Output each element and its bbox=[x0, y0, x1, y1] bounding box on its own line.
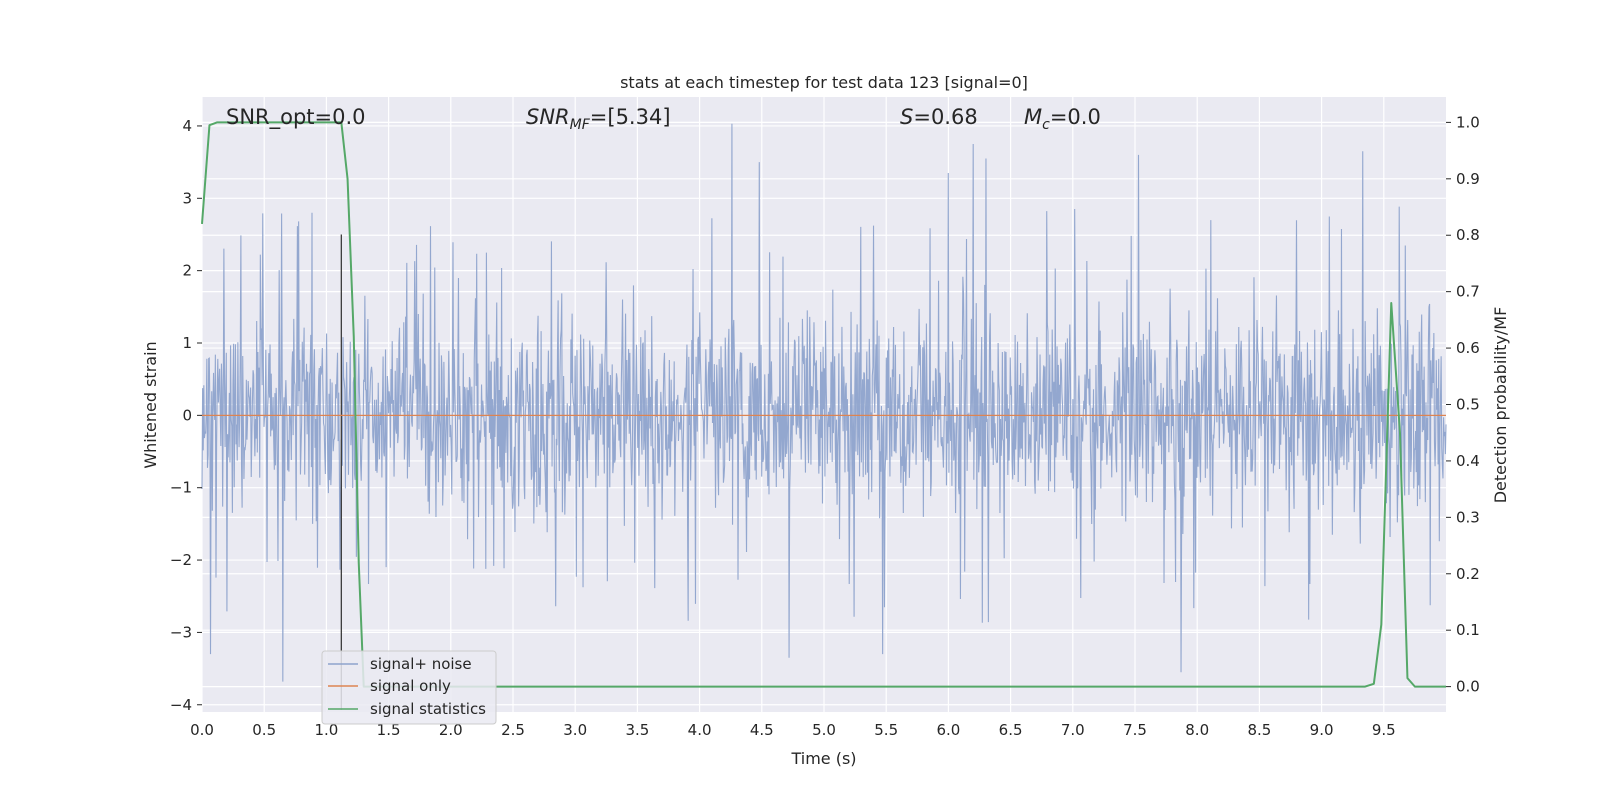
x-tick-label: 1.0 bbox=[314, 721, 338, 739]
y-tick-label-right: 0.1 bbox=[1456, 621, 1480, 639]
y-tick-label-right: 0.9 bbox=[1456, 170, 1480, 188]
series-signal-noise bbox=[201, 123, 1447, 682]
annotation-snr-mf-value: =[5.34] bbox=[590, 105, 671, 129]
y-tick-label-left: −1 bbox=[170, 479, 192, 497]
y-tick-label-right: 0.2 bbox=[1456, 565, 1480, 583]
line-series bbox=[201, 121, 1446, 710]
annotation-s: S=0.68 bbox=[900, 105, 978, 129]
legend-label-signal-noise: signal+ noise bbox=[370, 655, 472, 673]
x-tick-label: 8.0 bbox=[1185, 721, 1209, 739]
y-tick-label-left: 3 bbox=[182, 189, 192, 207]
y-tick-label-right: 0.3 bbox=[1456, 508, 1480, 526]
y-tick-label-left: 0 bbox=[182, 406, 192, 424]
x-tick-label: 7.0 bbox=[1061, 721, 1085, 739]
x-tick-label: 3.0 bbox=[563, 721, 587, 739]
annotation-snr-mf-base: SNR bbox=[526, 105, 570, 129]
x-tick-label: 4.5 bbox=[750, 721, 774, 739]
x-tick-label: 8.5 bbox=[1247, 721, 1271, 739]
x-tick-label: 5.0 bbox=[812, 721, 836, 739]
x-tick-label: 9.0 bbox=[1310, 721, 1334, 739]
y-tick-label-right: 0.4 bbox=[1456, 452, 1480, 470]
y-tick-label-right: 1.0 bbox=[1456, 113, 1480, 131]
y-tick-label-left: −2 bbox=[170, 551, 192, 569]
x-tick-label: 0.0 bbox=[190, 721, 214, 739]
x-tick-label: 2.5 bbox=[501, 721, 525, 739]
legend: signal+ noise signal only signal statist… bbox=[321, 650, 497, 725]
annotation-s-symbol: S bbox=[900, 105, 913, 129]
annotation-snr-opt: SNR_opt=0.0 bbox=[226, 105, 366, 130]
annotation-s-value: =0.68 bbox=[913, 105, 977, 129]
annotation-mc-sub: c bbox=[1042, 117, 1050, 133]
x-axis-label: Time (s) bbox=[790, 749, 856, 768]
series-line-signal-noise bbox=[201, 123, 1447, 682]
x-tick-label: 9.5 bbox=[1372, 721, 1396, 739]
x-tick-label: 3.5 bbox=[625, 721, 649, 739]
y-axis-label-right: Detection probability/MF bbox=[1491, 307, 1510, 504]
x-tick-label: 6.0 bbox=[936, 721, 960, 739]
x-tick-label: 5.5 bbox=[874, 721, 898, 739]
x-tick-label: 0.5 bbox=[252, 721, 276, 739]
legend-label-signal-statistics: signal statistics bbox=[370, 700, 486, 718]
x-tick-label: 7.5 bbox=[1123, 721, 1147, 739]
x-tick-label: 2.0 bbox=[439, 721, 463, 739]
y-tick-label-right: 0.0 bbox=[1456, 678, 1480, 696]
x-tick-label: 1.5 bbox=[377, 721, 401, 739]
annotation-mc-symbol: M bbox=[1024, 105, 1042, 129]
annotations: SNR_opt=0.0 SNRMF=[5.34] S=0.68 Mc=0.0 bbox=[226, 105, 1101, 133]
y-tick-label-right: 0.8 bbox=[1456, 226, 1480, 244]
chart-title: stats at each timestep for test data 123… bbox=[620, 73, 1028, 92]
annotation-snr-mf-sub: MF bbox=[570, 117, 591, 133]
y-tick-label-left: −3 bbox=[170, 623, 192, 641]
y-tick-label-right: 0.7 bbox=[1456, 283, 1480, 301]
x-tick-label: 6.5 bbox=[999, 721, 1023, 739]
y-tick-label-right: 0.5 bbox=[1456, 396, 1480, 414]
y-tick-label-left: 1 bbox=[182, 334, 192, 352]
annotation-snr-mf: SNRMF=[5.34] bbox=[526, 105, 671, 133]
tick-labels: 0.0 0.5 1.0 1.5 2.0 2.5 3.0 3.5 4.0 4.5 5.0 5.5 6.0 6… bbox=[170, 113, 1480, 739]
y-tick-label-right: 0.6 bbox=[1456, 339, 1480, 357]
x-tick-label: 4.0 bbox=[688, 721, 712, 739]
y-axis-label-left: Whitened strain bbox=[141, 341, 160, 468]
y-tick-label-left: −4 bbox=[170, 696, 192, 714]
annotation-mc: Mc=0.0 bbox=[1024, 105, 1101, 133]
y-tick-label-left: 4 bbox=[182, 117, 192, 135]
annotation-mc-value: =0.0 bbox=[1050, 105, 1101, 129]
legend-box bbox=[321, 650, 497, 725]
legend-label-signal-only: signal only bbox=[370, 677, 451, 695]
y-tick-label-left: 2 bbox=[182, 262, 192, 280]
series-line-signal-statistics bbox=[201, 121, 1446, 688]
